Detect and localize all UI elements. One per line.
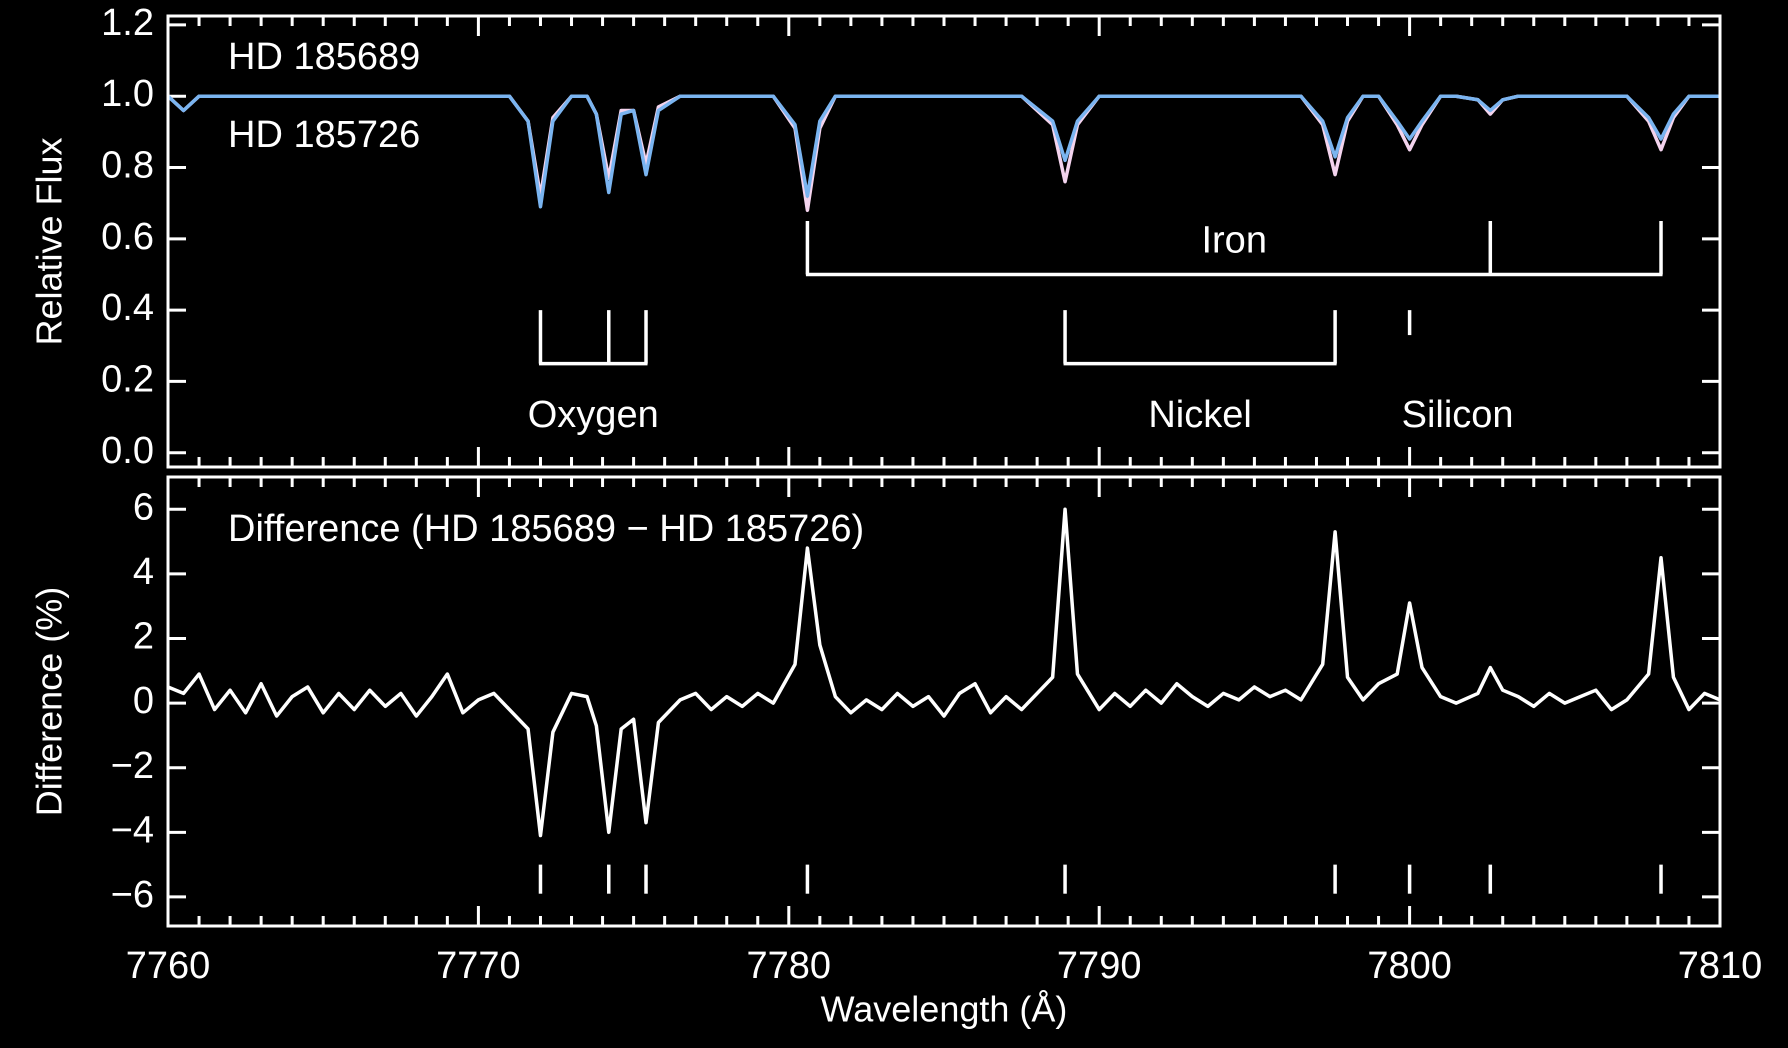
y-tick-label: 2	[133, 616, 154, 658]
y-tick-label: −2	[111, 745, 154, 787]
annotation-label: Difference (HD 185689 − HD 185726)	[228, 508, 864, 550]
x-tick-label: 7780	[747, 945, 832, 987]
y-tick-label: −6	[111, 874, 154, 916]
y-axis-title: Difference (%)	[29, 587, 70, 816]
y-tick-label: 0.8	[101, 145, 154, 187]
series-line	[166, 94, 1720, 209]
plot-frame	[166, 475, 1722, 928]
y-tick-label: 6	[133, 486, 154, 528]
x-tick-label: 7810	[1678, 945, 1763, 987]
series-line	[167, 507, 1721, 838]
x-tick-label: 7790	[1057, 945, 1142, 987]
plot-frame	[166, 14, 1722, 469]
y-tick-label: 0.0	[101, 430, 154, 472]
y-tick-label: 0.2	[101, 358, 154, 400]
x-tick-label: 7770	[436, 945, 521, 987]
annotation-label: Nickel	[1148, 394, 1251, 436]
y-axis-title: Relative Flux	[29, 137, 70, 345]
y-tick-label: 1.0	[101, 73, 154, 115]
y-tick-label: 0.6	[101, 216, 154, 258]
x-tick-label: 7800	[1367, 945, 1452, 987]
annotation-label: Oxygen	[528, 394, 659, 436]
legend-label: HD 185726	[228, 114, 420, 156]
y-tick-label: 1.2	[101, 2, 154, 44]
annotation-label: Silicon	[1402, 394, 1514, 436]
y-tick-label: 0.4	[101, 287, 154, 329]
y-tick-label: 0	[133, 680, 154, 722]
legend-label: HD 185689	[228, 36, 420, 78]
annotation-label: Iron	[1201, 219, 1266, 261]
x-tick-label: 7760	[126, 945, 211, 987]
x-axis-title: Wavelength (Å)	[821, 989, 1068, 1030]
y-tick-label: 4	[133, 551, 154, 593]
y-tick-label: −4	[111, 809, 154, 851]
